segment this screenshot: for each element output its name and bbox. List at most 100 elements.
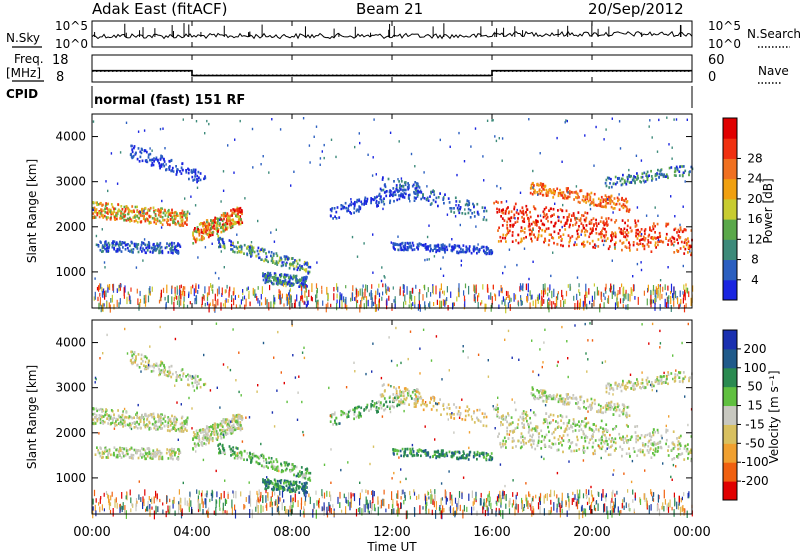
echo-point (190, 169, 193, 172)
near-range-noise (627, 293, 629, 302)
echo-point (450, 249, 453, 252)
echo-point (153, 366, 155, 369)
echo-point (562, 196, 564, 200)
echo-point (437, 204, 439, 208)
echo-point (230, 222, 233, 225)
echo-point (515, 211, 518, 214)
near-range-noise (473, 284, 475, 292)
near-range-noise (456, 296, 458, 302)
echo-point (570, 219, 572, 223)
near-range-noise (446, 297, 448, 302)
echo-point (233, 245, 236, 248)
near-range-noise (654, 302, 656, 311)
echo-point (301, 267, 304, 270)
near-range-noise (279, 294, 281, 301)
echo-point (464, 414, 467, 418)
near-range-noise (229, 286, 231, 292)
near-range-noise (281, 293, 283, 299)
echo-point (230, 226, 233, 229)
echo-point (614, 203, 617, 206)
echo-point (246, 252, 248, 256)
echo-point (356, 200, 358, 204)
echo-point (512, 223, 515, 227)
near-range-noise (622, 298, 624, 304)
near-range-noise (408, 304, 410, 308)
echo-point (121, 216, 124, 219)
near-range-noise (682, 291, 684, 295)
sparse-point (666, 116, 668, 119)
echo-point (579, 219, 582, 222)
sparse-point (635, 154, 638, 157)
echo-point (501, 211, 504, 214)
near-range-noise (204, 286, 206, 294)
echo-point (488, 250, 491, 253)
near-range-noise (488, 295, 490, 300)
near-range-noise (655, 286, 657, 294)
echo-point (602, 198, 605, 201)
echo-point (650, 381, 653, 384)
near-range-noise (378, 300, 380, 310)
echo-point (593, 243, 596, 246)
echo-point (577, 235, 579, 239)
echo-point (445, 451, 448, 455)
echo-point (288, 257, 290, 260)
echo-point (180, 172, 183, 175)
near-range-noise (184, 286, 186, 290)
echo-point (562, 434, 565, 437)
echo-point (656, 172, 658, 175)
echo-point (637, 177, 640, 180)
echo-point (415, 189, 417, 192)
echo-point (280, 258, 283, 261)
echo-point (389, 194, 391, 198)
echo-point (407, 186, 410, 190)
sparse-point (273, 240, 276, 243)
near-range-noise (272, 303, 275, 308)
echo-point (181, 215, 184, 219)
power-ytick-label: 3000 (55, 175, 86, 189)
echo-point (537, 439, 540, 443)
echo-point (489, 250, 492, 254)
sparse-point (103, 261, 106, 264)
echo-point (117, 409, 119, 412)
echo-point (592, 217, 595, 220)
sparse-point (659, 279, 662, 282)
near-range-noise (672, 293, 674, 301)
echo-point (115, 211, 118, 215)
near-range-noise (685, 303, 687, 309)
echo-point (131, 456, 133, 460)
echo-point (234, 222, 237, 226)
echo-point (171, 216, 173, 219)
echo-point (417, 399, 419, 403)
echo-point (643, 247, 646, 251)
echo-point (101, 246, 104, 250)
near-range-noise (631, 289, 633, 296)
echo-point (622, 198, 625, 202)
echo-point (624, 221, 626, 225)
near-range-noise (278, 293, 280, 300)
near-range-noise (586, 303, 588, 310)
echo-point (270, 457, 273, 460)
near-range-noise (654, 298, 656, 305)
echo-point (575, 190, 578, 194)
echo-point (615, 202, 618, 206)
near-range-noise (377, 288, 379, 295)
echo-point (578, 448, 581, 451)
echo-point (250, 248, 252, 251)
echo-point (276, 465, 279, 469)
echo-point (628, 208, 631, 211)
echo-point (419, 189, 422, 193)
echo-point (150, 370, 153, 373)
near-range-noise (440, 300, 442, 309)
sparse-point (401, 248, 404, 251)
echo-point (436, 249, 439, 252)
echo-point (511, 231, 514, 234)
echo-point (459, 207, 461, 211)
echo-point (173, 242, 176, 245)
echo-point (140, 151, 143, 155)
echo-point (590, 228, 593, 232)
echo-point (680, 240, 683, 244)
near-range-noise (481, 300, 483, 304)
sparse-point (94, 277, 96, 280)
echo-point (389, 400, 391, 404)
echo-point (597, 204, 600, 207)
